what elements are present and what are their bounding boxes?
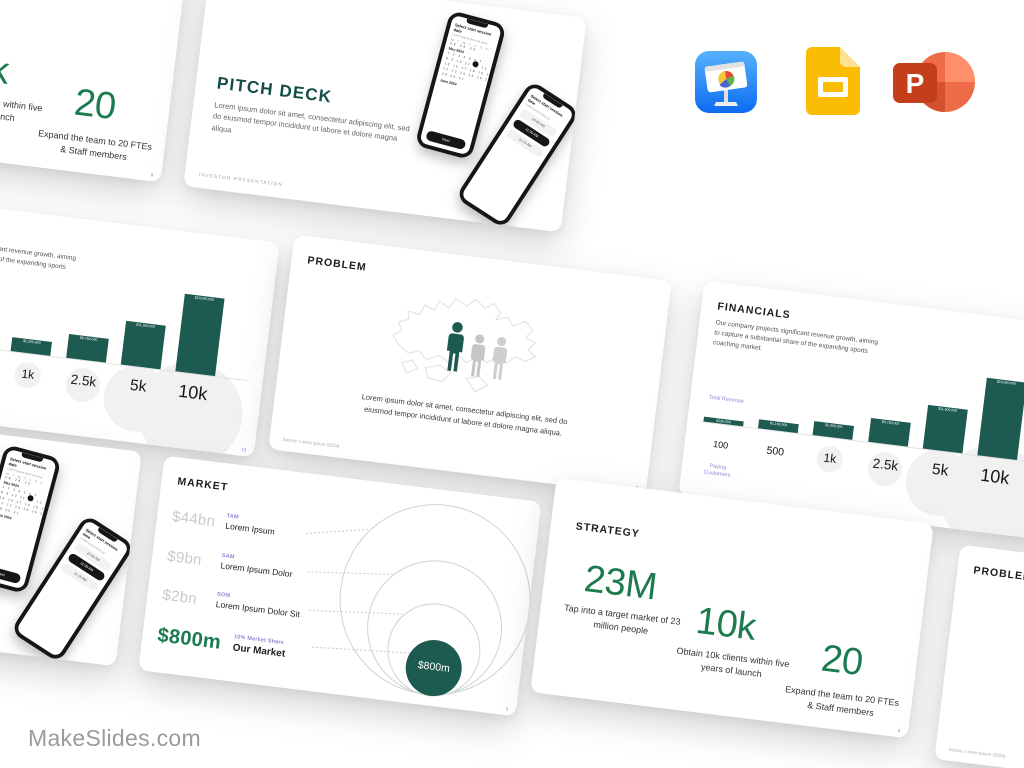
slide-body: Our company projects significant revenue…	[0, 235, 77, 271]
cover-body: Lorem ipsum dolor sit amet, consectetur …	[211, 100, 411, 143]
slide-title: STRATEGY	[575, 520, 641, 541]
person-icon	[470, 334, 486, 378]
slide-pitch-deck-cover-partial[interactable]: PITCH DECK Lorem ipsum dolor sit amet, c…	[0, 405, 142, 667]
powerpoint-letter: P	[906, 68, 925, 99]
stat-caption: Expand the team to 20 FTEs & Staff membe…	[784, 684, 900, 719]
person-icon	[446, 322, 464, 372]
powerpoint-icon[interactable]: P	[893, 50, 977, 114]
category-label: 1k	[20, 366, 36, 382]
category-label: 100	[712, 438, 729, 451]
next-button: Next	[0, 564, 22, 585]
stat-value: 20	[71, 81, 119, 129]
cover-footer: INVESTOR PRESENTATION	[198, 171, 284, 188]
slide-title: PROBLEM	[972, 564, 1024, 584]
bar-2.5k: $5,750,000	[868, 417, 911, 447]
stat-value: 23M	[581, 557, 659, 609]
slide-title: FINANCIALS	[716, 300, 792, 322]
page-number: 8	[150, 172, 154, 178]
bar-1k: $2,300,000	[10, 337, 52, 356]
bar-5k: $11,500,000	[120, 320, 166, 370]
bar-10k: $23,000,000	[977, 377, 1024, 461]
slide-financials-partial[interactable]: FINANCIALS Our company projects signific…	[0, 196, 280, 458]
person-icon	[492, 337, 508, 380]
stat-caption: Tap into a target market of 23 million p…	[563, 602, 682, 636]
bar-5k: $11,500,000	[922, 404, 968, 454]
page-number: 8	[897, 728, 901, 734]
category-label: 1k	[822, 450, 838, 466]
map-outline	[392, 298, 537, 393]
slide-strategy[interactable]: STRATEGY 23M Tap into a target market of…	[530, 477, 934, 739]
y-axis-label: Total Revenue	[708, 394, 745, 405]
slide-body: Lorem ipsum dolor sit amet, consectetur …	[1017, 700, 1024, 750]
source-note: Source: Lorem Ipsum (2024)	[948, 746, 1006, 759]
bar-10k: $23,000,000	[175, 293, 225, 377]
slide-pitch-deck-cover[interactable]: PITCH DECK Lorem ipsum dolor sit amet, c…	[183, 0, 587, 233]
google-slides-icon[interactable]	[806, 47, 860, 115]
stat-value: 10k	[693, 599, 759, 649]
tam-sam-som-circles	[306, 504, 531, 697]
slide-strategy-partial[interactable]: STRATEGY 23M Tap into a target market of…	[0, 0, 187, 183]
slide-market[interactable]: MARKET $44bn TAM Lorem Ipsum $9bn SAM Lo…	[138, 455, 542, 717]
keynote-icon[interactable]	[695, 50, 757, 114]
site-watermark: MakeSlides.com	[28, 725, 201, 751]
x-axis-label: Paying Customers	[703, 462, 731, 479]
stat-caption: Obtain 10k clients within five years of …	[676, 645, 790, 680]
stat-caption: Obtain 10k clients within five years of …	[0, 90, 43, 124]
page-number: 10	[240, 446, 247, 453]
stat-value: 10k	[0, 43, 12, 93]
slide-title: PROBLEM	[306, 254, 368, 274]
bar-1k: $2,300,000	[812, 421, 854, 440]
slide-problem-partial[interactable]: PROBLEM Lorem ipsum dolor sit amet, cons…	[934, 544, 1024, 768]
source-note: Source: Lorem Ipsum (2024)	[282, 436, 340, 449]
stat-caption: Expand the team to 20 FTEs & Staff membe…	[37, 128, 153, 163]
next-button: Next	[425, 130, 467, 151]
stat-value: 20	[818, 637, 866, 685]
slide-body: Our company projects significant revenue…	[712, 319, 879, 355]
our-market-circle	[405, 640, 462, 697]
category-label: 500	[765, 444, 785, 459]
bar-2.5k: $5,750,000	[66, 333, 109, 363]
slide-problem[interactable]: PROBLEM Lorem ipsum dolor sit amet, cons…	[268, 234, 672, 496]
